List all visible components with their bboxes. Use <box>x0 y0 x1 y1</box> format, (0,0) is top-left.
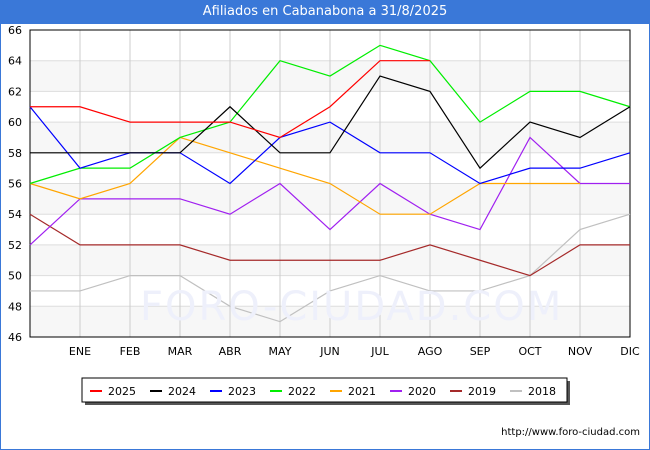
legend-label-2020: 2020 <box>408 385 436 398</box>
series-line-2019 <box>29 213 630 277</box>
legend-label-2019: 2019 <box>468 385 496 398</box>
y-tick-label: 54 <box>8 208 22 221</box>
y-tick-label: 64 <box>8 55 22 68</box>
y-tick-label: 60 <box>8 116 22 129</box>
x-tick-label: ABR <box>219 345 242 358</box>
y-tick-label: 46 <box>8 331 22 344</box>
legend-label-2024: 2024 <box>168 385 196 398</box>
x-tick-label: DIC <box>620 345 640 358</box>
x-tick-label: MAR <box>168 345 193 358</box>
x-tick-label: AGO <box>418 345 443 358</box>
legend-label-2023: 2023 <box>228 385 256 398</box>
legend-box <box>81 377 568 403</box>
legend-label-2021: 2021 <box>348 385 376 398</box>
legend-label-2025: 2025 <box>108 385 136 398</box>
legend-label-2018: 2018 <box>528 385 556 398</box>
x-tick-label: OCT <box>518 345 541 358</box>
x-tick-label: FEB <box>120 345 141 358</box>
y-tick-label: 58 <box>8 147 22 160</box>
x-tick-label: JUL <box>370 345 389 358</box>
x-tick-label: ENE <box>69 345 91 358</box>
y-tick-label: 66 <box>8 24 22 37</box>
y-tick-label: 48 <box>8 300 22 313</box>
source-link[interactable]: http://www.foro-ciudad.com <box>501 427 640 438</box>
x-tick-label: SEP <box>470 345 491 358</box>
y-tick-label: 52 <box>8 239 22 252</box>
x-tick-label: MAY <box>269 345 292 358</box>
series-line-2021 <box>29 136 580 215</box>
y-tick-label: 50 <box>8 270 22 283</box>
series-line-2022 <box>29 44 631 185</box>
y-tick-label: 62 <box>8 85 22 98</box>
series-line-2025 <box>30 60 430 139</box>
y-tick-label: 56 <box>8 178 22 191</box>
series-line-2024 <box>30 75 631 170</box>
legend-label-2022: 2022 <box>288 385 316 398</box>
series-line-2020 <box>29 136 630 246</box>
x-tick-label: NOV <box>568 345 593 358</box>
x-tick-label: JUN <box>319 345 340 358</box>
chart-title: Afiliados en Cabanabona a 31/8/2025 <box>0 0 650 24</box>
